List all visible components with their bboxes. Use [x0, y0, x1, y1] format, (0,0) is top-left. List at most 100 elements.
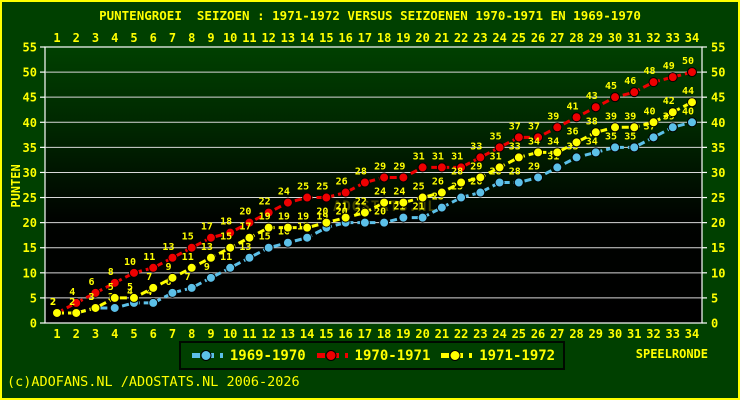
svg-text:11: 11	[242, 327, 256, 341]
svg-text:36: 36	[567, 126, 579, 137]
svg-text:4: 4	[146, 287, 152, 298]
svg-text:40: 40	[643, 106, 655, 117]
chart-title: PUNTENGROEI SEIZOEN : 1971-1972 VERSUS S…	[99, 8, 641, 23]
svg-text:7: 7	[146, 272, 152, 283]
svg-text:21: 21	[393, 202, 405, 213]
svg-text:7: 7	[169, 31, 176, 45]
svg-text:6: 6	[150, 327, 157, 341]
legend-item-1969-1970: 1969-1970	[188, 347, 306, 364]
svg-text:29: 29	[528, 161, 540, 172]
svg-text:26: 26	[336, 177, 348, 188]
y-axis-label: PUNTEN	[9, 164, 23, 208]
svg-text:23: 23	[473, 31, 487, 45]
svg-text:24: 24	[492, 327, 506, 341]
svg-text:5: 5	[30, 291, 37, 305]
svg-text:19: 19	[396, 327, 410, 341]
svg-text:20: 20	[23, 216, 37, 230]
svg-text:28: 28	[490, 166, 502, 177]
svg-text:5: 5	[127, 282, 133, 293]
svg-text:19: 19	[297, 212, 309, 223]
svg-text:40: 40	[23, 116, 37, 130]
svg-text:10: 10	[124, 257, 136, 268]
gridlines	[45, 71, 702, 299]
svg-text:3: 3	[88, 292, 94, 303]
svg-text:39: 39	[547, 111, 559, 122]
copyright-footer: (c)ADOFANS.NL /ADOSTATS.NL 2006-2026	[7, 374, 300, 390]
svg-text:29: 29	[589, 327, 603, 341]
svg-text:31: 31	[490, 151, 502, 162]
svg-text:1: 1	[53, 31, 60, 45]
svg-text:19: 19	[259, 212, 271, 223]
svg-text:9: 9	[165, 262, 171, 273]
svg-text:8: 8	[188, 31, 195, 45]
legend-label: 1971-1972	[479, 347, 556, 364]
svg-text:8: 8	[188, 327, 195, 341]
legend-swatch-1970-1971	[313, 350, 348, 361]
svg-text:9: 9	[204, 262, 210, 273]
svg-text:20: 20	[711, 216, 725, 230]
svg-text:16: 16	[278, 227, 290, 238]
svg-text:29: 29	[393, 161, 405, 172]
svg-text:28: 28	[569, 327, 583, 341]
svg-text:39: 39	[605, 111, 617, 122]
x-axis-ticks: 1122334455667788991010111112121313141415…	[53, 31, 699, 341]
svg-text:2: 2	[69, 297, 75, 308]
svg-text:27: 27	[550, 31, 564, 45]
svg-text:8: 8	[108, 267, 114, 278]
svg-text:21: 21	[336, 202, 348, 213]
svg-text:4: 4	[111, 327, 118, 341]
svg-text:34: 34	[528, 136, 540, 147]
svg-text:2: 2	[50, 297, 56, 308]
svg-text:2: 2	[50, 297, 56, 308]
svg-text:19: 19	[278, 212, 290, 223]
svg-text:34: 34	[586, 136, 598, 147]
svg-text:23: 23	[432, 192, 444, 203]
svg-text:18: 18	[377, 327, 391, 341]
svg-text:4: 4	[69, 287, 75, 298]
svg-text:6: 6	[88, 277, 94, 288]
svg-text:55: 55	[23, 41, 37, 55]
svg-text:31: 31	[627, 327, 641, 341]
svg-text:35: 35	[490, 131, 502, 142]
legend-label: 1969-1970	[229, 347, 306, 364]
svg-text:3: 3	[92, 327, 99, 341]
svg-text:15: 15	[319, 327, 333, 341]
svg-text:31: 31	[547, 151, 559, 162]
svg-text:12: 12	[261, 31, 275, 45]
svg-text:11: 11	[242, 31, 256, 45]
svg-text:25: 25	[297, 182, 309, 193]
svg-text:21: 21	[435, 327, 449, 341]
svg-text:38: 38	[586, 116, 598, 127]
svg-text:28: 28	[355, 166, 367, 177]
svg-text:17: 17	[201, 222, 213, 233]
svg-text:22: 22	[259, 197, 271, 208]
svg-text:24: 24	[374, 187, 386, 198]
svg-text:5: 5	[108, 282, 114, 293]
svg-text:17: 17	[358, 31, 372, 45]
svg-text:45: 45	[23, 91, 37, 105]
svg-text:20: 20	[415, 327, 429, 341]
svg-text:11: 11	[143, 252, 155, 263]
svg-text:15: 15	[319, 31, 333, 45]
svg-text:9: 9	[207, 327, 214, 341]
svg-text:16: 16	[338, 31, 352, 45]
svg-text:20: 20	[239, 207, 251, 218]
svg-text:22: 22	[454, 327, 468, 341]
svg-text:26: 26	[470, 177, 482, 188]
svg-text:21: 21	[413, 202, 425, 213]
svg-text:18: 18	[377, 31, 391, 45]
svg-text:25: 25	[23, 191, 37, 205]
svg-text:5: 5	[130, 31, 137, 45]
svg-text:34: 34	[685, 327, 699, 341]
svg-text:35: 35	[23, 141, 37, 155]
svg-text:23: 23	[473, 327, 487, 341]
svg-text:17: 17	[358, 327, 372, 341]
svg-text:13: 13	[201, 242, 213, 253]
svg-text:0: 0	[30, 317, 37, 331]
svg-text:22: 22	[454, 31, 468, 45]
svg-text:24: 24	[492, 31, 506, 45]
